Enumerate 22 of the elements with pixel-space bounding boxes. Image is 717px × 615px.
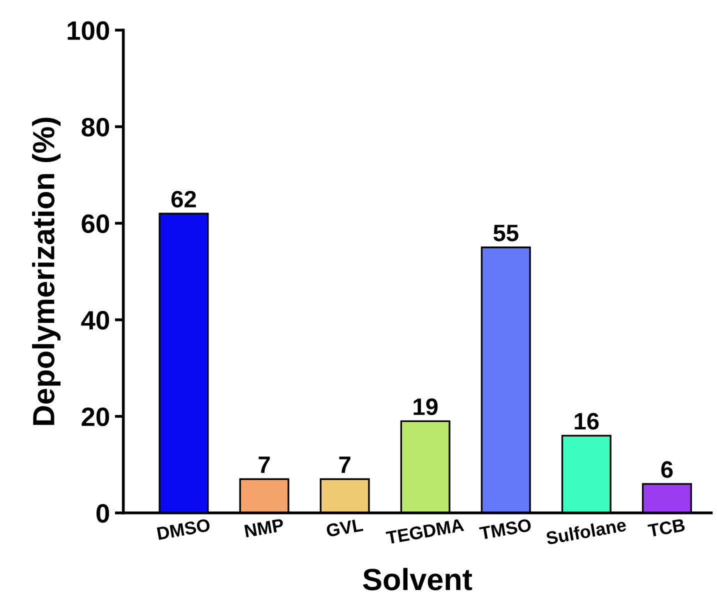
x-tick-label: TMSO bbox=[479, 518, 532, 540]
data-label: 62 bbox=[171, 190, 196, 208]
x-tick-label: Sulfolane bbox=[545, 518, 627, 545]
data-label: 55 bbox=[493, 224, 518, 242]
data-label: 16 bbox=[574, 412, 599, 430]
x-tick-label: TCB bbox=[648, 518, 686, 538]
data-label: 7 bbox=[339, 456, 350, 473]
y-tick-label: 100 bbox=[68, 21, 110, 40]
data-label: 6 bbox=[661, 461, 673, 478]
y-tick-label: 40 bbox=[81, 310, 110, 330]
x-tick-label: DMSO bbox=[156, 518, 210, 540]
y-tick-label: 20 bbox=[82, 407, 110, 426]
y-tick-label: 80 bbox=[82, 118, 110, 137]
y-tick-label: 60 bbox=[82, 214, 110, 234]
x-tick-label: GVL bbox=[326, 518, 364, 538]
x-axis-title: Solvent bbox=[362, 568, 472, 590]
y-axis-title: Depolymerization (%) bbox=[32, 118, 61, 425]
y-tick-label: 0 bbox=[96, 504, 110, 523]
x-tick-label: NMP bbox=[244, 518, 284, 538]
x-tick-label: TEGDMA bbox=[386, 518, 464, 544]
data-label: 7 bbox=[258, 456, 270, 473]
data-label: 19 bbox=[414, 398, 438, 416]
